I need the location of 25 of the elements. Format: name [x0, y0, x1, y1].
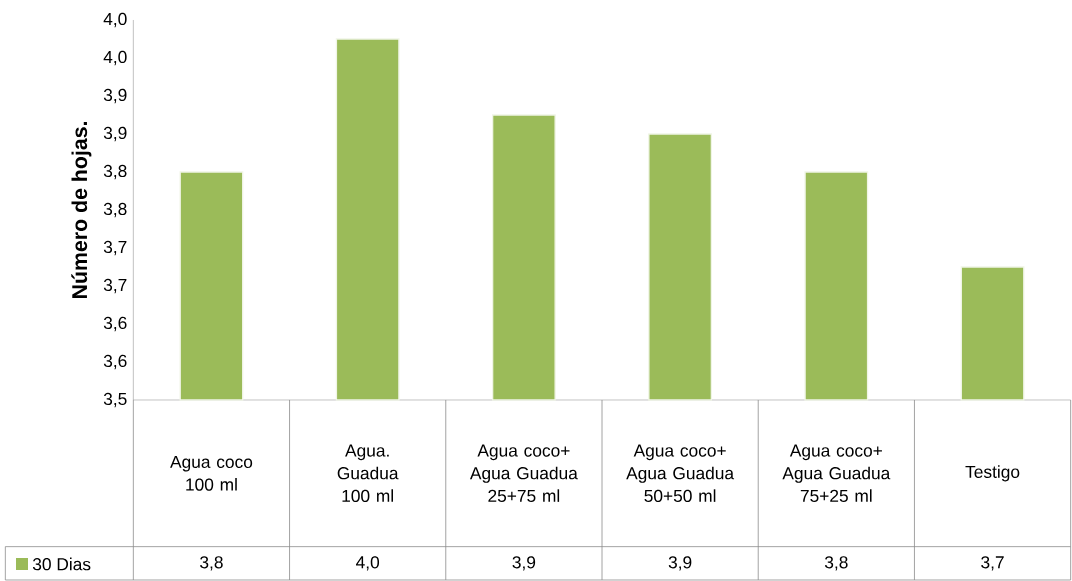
y-tick-label: 3,6 — [103, 354, 127, 370]
data-label: 3,8 — [824, 556, 848, 571]
data-label: 4,0 — [356, 556, 380, 571]
y-tick-label: 3,5 — [103, 392, 127, 408]
y-tick-label: 3,7 — [103, 240, 127, 256]
data-label: 3,7 — [981, 556, 1004, 571]
y-tick-label: 3,8 — [103, 202, 127, 218]
y-tick-label: 3,7 — [103, 278, 127, 294]
x-tick-label: Agua. Guadua 100 ml — [337, 444, 399, 503]
y-tick-label: 3,6 — [103, 316, 127, 332]
data-label: 3,9 — [668, 556, 692, 571]
x-tick-label: Agua coco+ Agua Guadua 75+25 ml — [782, 444, 891, 503]
y-axis-title: Número de hojas. — [71, 121, 92, 299]
y-tick-label: 3,9 — [103, 126, 127, 142]
data-label: 3,9 — [512, 556, 536, 571]
y-tick-label: 4,0 — [103, 12, 127, 28]
y-tick-label: 3,8 — [103, 164, 127, 180]
y-tick-label: 4,0 — [103, 50, 127, 66]
x-tick-label: Agua coco+ Agua Guadua 50+50 ml — [626, 444, 735, 503]
x-tick-label: Testigo — [965, 465, 1020, 482]
data-label: 3,8 — [200, 556, 223, 571]
legend-label: 30 Dias — [32, 557, 91, 571]
x-tick-label: Agua coco+ Agua Guadua 25+75 ml — [469, 444, 578, 503]
y-tick-label: 3,9 — [103, 88, 127, 104]
x-tick-label: Agua coco 100 ml — [170, 455, 253, 491]
